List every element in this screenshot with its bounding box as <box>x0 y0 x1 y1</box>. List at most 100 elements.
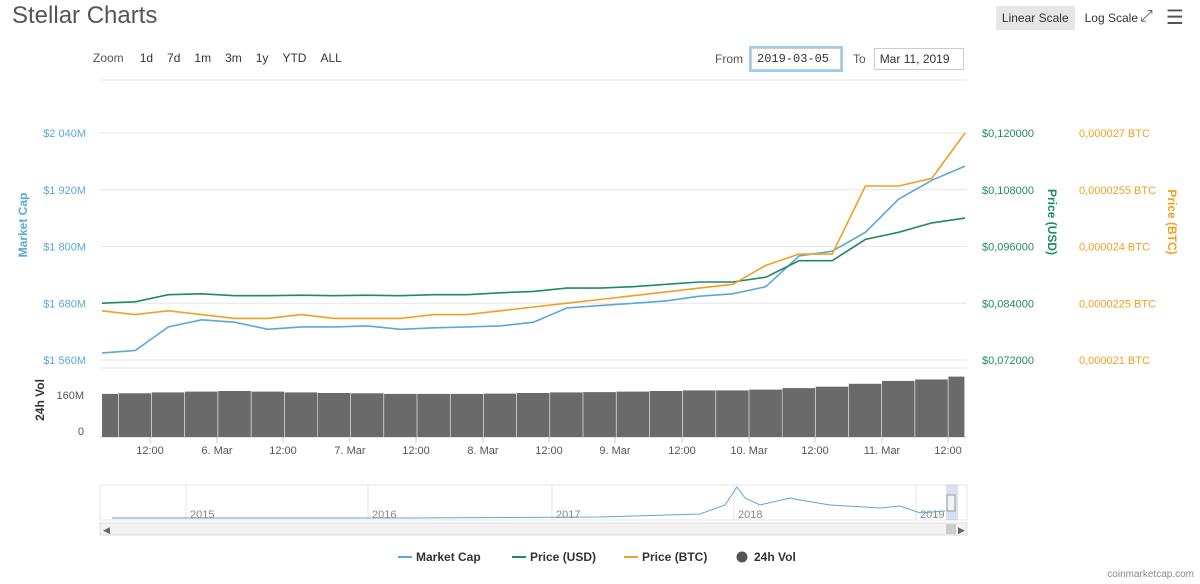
price-usd-tick: $0,108000 <box>982 185 1034 197</box>
x-tick-label: 12:00 <box>402 445 430 457</box>
price-btc-tick: 0,000024 BTC <box>1079 242 1150 254</box>
legend-swatch <box>736 551 748 563</box>
market-cap-line <box>101 165 966 354</box>
volume-bar <box>583 392 616 437</box>
legend-item: Price (USD) <box>530 550 596 564</box>
volume-bar <box>616 391 650 437</box>
x-tick-label: 9. Mar <box>599 445 631 457</box>
price-btc-tick: 0,000021 BTC <box>1079 355 1150 367</box>
vol-tick: 160M <box>56 390 84 402</box>
volume-bar <box>682 390 716 437</box>
x-tick-label: 8. Mar <box>467 445 499 457</box>
price-usd-axis-title: Price (USD) <box>1045 189 1059 255</box>
x-tick-label: 12:00 <box>801 445 829 457</box>
legend-item: 24h Vol <box>754 550 796 564</box>
navigator-year-label: 2015 <box>190 509 214 521</box>
volume-bar <box>782 388 815 437</box>
volume-bar <box>284 392 318 437</box>
x-tick-label: 12:00 <box>535 445 563 457</box>
scrollbar-thumb <box>946 524 956 534</box>
scrollbar-track <box>99 522 968 536</box>
x-tick-label: 12:00 <box>269 445 297 457</box>
volume-bar <box>749 389 782 437</box>
volume-bar <box>118 393 152 437</box>
to-date-input[interactable] <box>873 48 964 70</box>
zoom-all-button[interactable]: ALL <box>320 51 342 65</box>
volume-bar <box>151 392 185 437</box>
market-cap-tick: $1 800M <box>43 242 86 254</box>
navigator-year-label: 2018 <box>738 509 762 521</box>
volume-bar <box>550 392 583 437</box>
volume-bar <box>102 393 118 437</box>
fullscreen-icon[interactable]: ⤢ <box>1140 8 1153 25</box>
price-btc-tick: 0,0000225 BTC <box>1079 298 1156 310</box>
hamburger-menu-icon[interactable]: ☰ <box>1166 7 1184 29</box>
navigator-handle <box>946 494 956 512</box>
volume-bar <box>516 393 550 437</box>
navigator-year-label: 2017 <box>556 509 580 521</box>
price-usd-tick: $0,084000 <box>982 298 1034 310</box>
credit-link[interactable]: coinmarketcap.com <box>1107 569 1194 580</box>
volume-bar <box>317 393 351 437</box>
to-label: To <box>853 52 866 66</box>
volume-bar <box>815 386 849 437</box>
market-cap-tick: $2 040M <box>43 128 86 140</box>
zoom-7d-button[interactable]: 7d <box>167 51 181 65</box>
zoom-label: Zoom <box>93 51 124 65</box>
price-usd-tick: $0,072000 <box>982 355 1034 367</box>
scale-toggle: Linear Scale Log Scale <box>995 6 1144 30</box>
legend-item: Market Cap <box>416 550 481 564</box>
price-usd-tick: $0,120000 <box>982 128 1034 140</box>
volume-bar <box>185 391 218 437</box>
market-cap-axis-title: Market Cap <box>16 193 30 258</box>
zoom-3m-button[interactable]: 3m <box>225 51 242 65</box>
zoom-controls: Zoom 1d 7d 1m 3m 1y YTD ALL <box>93 48 348 68</box>
vol-tick: 0 <box>78 426 84 438</box>
x-tick-label: 11. Mar <box>864 445 901 457</box>
scroll-left-arrow: ◀ <box>103 525 110 535</box>
volume-bar <box>218 391 251 437</box>
volume-bar <box>251 391 284 437</box>
x-tick-label: 7. Mar <box>334 445 366 457</box>
page-title: Stellar Charts <box>12 2 158 29</box>
vol-axis-title: 24h Vol <box>33 379 47 421</box>
log-scale-button[interactable]: Log Scale <box>1084 11 1138 25</box>
volume-bar <box>384 393 417 437</box>
market-cap-tick: $1 560M <box>43 355 86 367</box>
price-btc-tick: 0,000027 BTC <box>1079 128 1150 140</box>
x-tick-label: 12:00 <box>668 445 696 457</box>
volume-bar <box>716 390 749 437</box>
volume-bar <box>450 393 484 437</box>
linear-scale-button[interactable]: Linear Scale <box>995 6 1075 30</box>
volume-bar <box>948 376 965 437</box>
price-btc-tick: 0,0000255 BTC <box>1079 185 1156 197</box>
navigator-year-label: 2016 <box>372 509 396 521</box>
zoom-1y-button[interactable]: 1y <box>255 51 269 65</box>
zoom-1m-button[interactable]: 1m <box>194 51 212 65</box>
volume-bar <box>483 393 517 437</box>
price-btc-line <box>101 132 966 320</box>
date-range-to: To <box>853 48 964 70</box>
x-tick-label: 12:00 <box>136 445 164 457</box>
volume-bar <box>417 393 450 437</box>
navigator-frame <box>99 484 968 521</box>
price-btc-axis-title: Price (BTC) <box>1165 189 1179 254</box>
volume-bar <box>649 391 683 437</box>
zoom-1d-button[interactable]: 1d <box>139 51 154 65</box>
volume-bar <box>915 379 948 437</box>
volume-bar <box>882 380 915 437</box>
price-usd-tick: $0,096000 <box>982 242 1034 254</box>
x-tick-label: 10. Mar <box>730 445 768 457</box>
navigator-year-label: 2019 <box>920 509 944 521</box>
navigator-line <box>112 486 946 519</box>
from-date-input[interactable] <box>749 46 843 72</box>
market-cap-tick: $1 680M <box>43 298 86 310</box>
x-tick-label: 6. Mar <box>201 445 233 457</box>
volume-bar <box>350 393 384 437</box>
market-cap-tick: $1 920M <box>43 185 86 197</box>
zoom-ytd-button[interactable]: YTD <box>282 51 307 65</box>
date-range-from: From <box>715 46 843 72</box>
x-tick-label: 12:00 <box>934 445 962 457</box>
from-label: From <box>715 52 743 66</box>
